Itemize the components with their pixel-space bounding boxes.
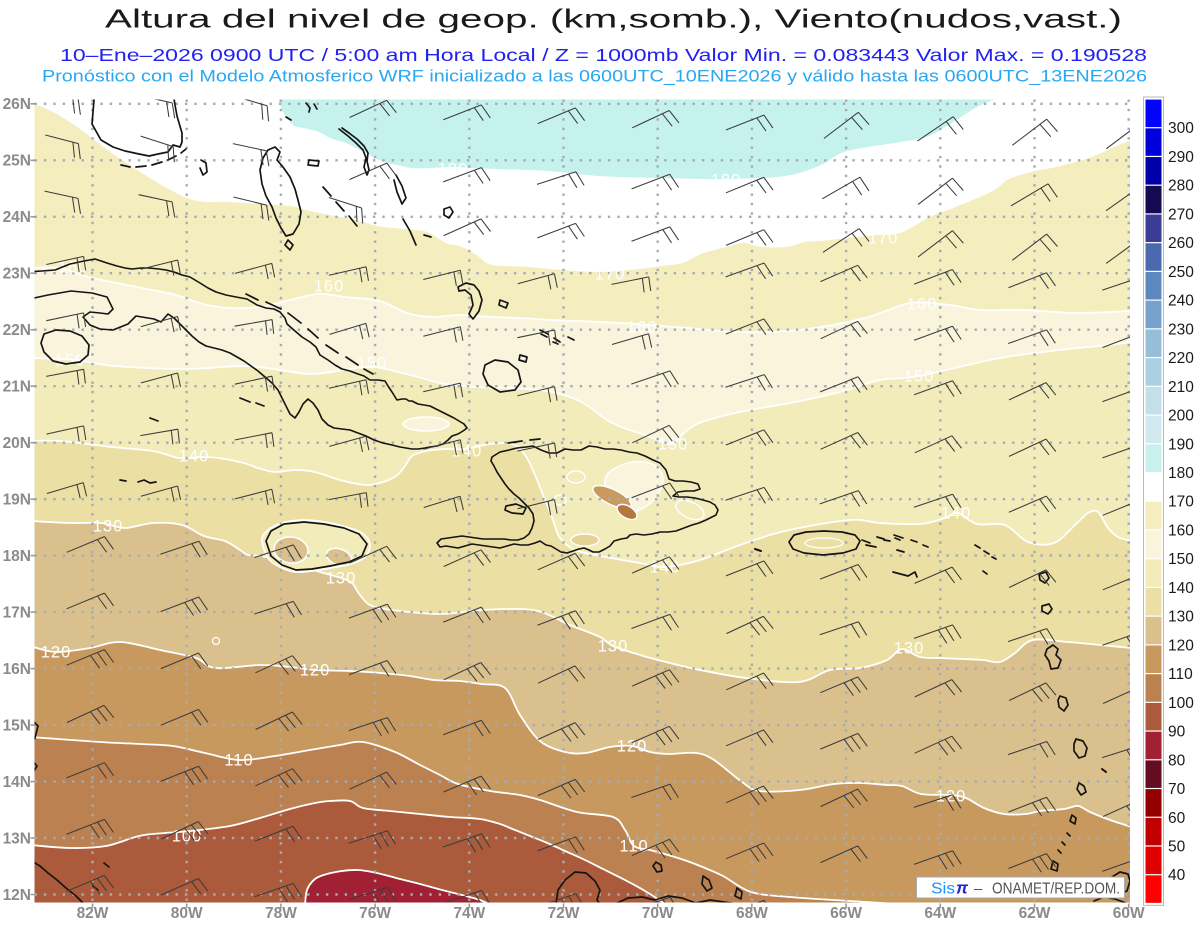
svg-text:120: 120: [41, 644, 72, 662]
svg-text:π: π: [956, 879, 969, 898]
svg-text:160: 160: [907, 296, 938, 314]
svg-text:60: 60: [1168, 810, 1186, 827]
svg-text:250: 250: [1168, 264, 1194, 281]
svg-text:140: 140: [1168, 580, 1194, 597]
svg-text:78W: 78W: [265, 905, 297, 922]
svg-text:110: 110: [224, 752, 253, 770]
svg-text:180: 180: [902, 147, 933, 165]
svg-text:20N: 20N: [3, 435, 31, 452]
svg-text:230: 230: [1168, 321, 1194, 338]
svg-text:70W: 70W: [642, 905, 674, 922]
svg-text:70: 70: [1168, 781, 1186, 798]
svg-text:120: 120: [1168, 637, 1194, 654]
svg-text:180: 180: [1168, 465, 1194, 482]
svg-text:140: 140: [179, 448, 210, 466]
svg-text:10–Ene–2026 0900 UTC / 5:00 a: 10–Ene–2026 0900 UTC / 5:00 am Hora Loca…: [60, 45, 1147, 65]
svg-text:26N: 26N: [3, 96, 31, 113]
svg-text:90: 90: [1168, 724, 1186, 741]
svg-text:140: 140: [650, 559, 681, 577]
svg-text:18N: 18N: [3, 548, 31, 565]
svg-text:160: 160: [314, 278, 345, 296]
svg-text:12N: 12N: [3, 887, 31, 904]
svg-text:–: –: [974, 881, 983, 898]
svg-text:160: 160: [58, 259, 89, 277]
svg-text:110: 110: [619, 838, 648, 856]
svg-text:14N: 14N: [3, 774, 31, 791]
svg-text:50: 50: [1168, 839, 1186, 856]
svg-text:100: 100: [1168, 695, 1194, 712]
svg-text:76W: 76W: [359, 905, 391, 922]
svg-text:190: 190: [1168, 436, 1194, 453]
svg-text:15N: 15N: [3, 717, 31, 734]
svg-text:120: 120: [617, 738, 648, 756]
svg-text:40: 40: [1168, 867, 1186, 884]
svg-text:22N: 22N: [3, 322, 31, 339]
svg-text:62W: 62W: [1019, 905, 1051, 922]
svg-text:100: 100: [172, 828, 203, 846]
svg-text:64W: 64W: [924, 905, 956, 922]
svg-text:150: 150: [904, 368, 935, 386]
svg-text:68W: 68W: [736, 905, 768, 922]
svg-text:82W: 82W: [77, 905, 109, 922]
svg-text:130: 130: [93, 518, 124, 536]
svg-text:150: 150: [1168, 551, 1194, 568]
svg-text:ONAMET/REP.DOM.: ONAMET/REP.DOM.: [992, 881, 1120, 898]
svg-text:260: 260: [1168, 235, 1194, 252]
svg-text:280: 280: [1168, 178, 1194, 195]
svg-text:170: 170: [868, 230, 899, 248]
svg-text:130: 130: [894, 640, 925, 658]
svg-text:25N: 25N: [3, 153, 31, 170]
svg-text:290: 290: [1168, 149, 1194, 166]
svg-text:21N: 21N: [3, 379, 31, 396]
svg-text:200: 200: [1168, 408, 1194, 425]
svg-text:19N: 19N: [3, 492, 31, 509]
svg-text:74W: 74W: [453, 905, 485, 922]
svg-text:24N: 24N: [3, 209, 31, 226]
svg-text:60W: 60W: [1113, 905, 1145, 922]
svg-text:150: 150: [55, 352, 86, 370]
svg-text:170: 170: [595, 266, 626, 284]
svg-text:240: 240: [1168, 293, 1194, 310]
svg-text:170: 170: [1168, 494, 1194, 511]
svg-text:Sis: Sis: [931, 881, 955, 898]
svg-text:180: 180: [711, 172, 742, 190]
svg-text:300: 300: [1168, 120, 1194, 137]
svg-text:120: 120: [936, 788, 967, 806]
svg-text:130: 130: [1168, 609, 1194, 626]
svg-text:160: 160: [627, 319, 658, 337]
svg-text:180: 180: [438, 161, 469, 179]
svg-text:17N: 17N: [3, 604, 31, 621]
svg-text:80W: 80W: [171, 905, 203, 922]
svg-text:220: 220: [1168, 350, 1194, 367]
svg-text:140: 140: [941, 505, 972, 523]
svg-text:110: 110: [1168, 666, 1193, 683]
svg-text:140: 140: [452, 443, 483, 461]
svg-text:130: 130: [598, 638, 629, 656]
svg-text:23N: 23N: [3, 266, 31, 283]
svg-text:13N: 13N: [3, 830, 31, 847]
svg-text:130: 130: [326, 570, 357, 588]
svg-text:16N: 16N: [3, 661, 31, 678]
svg-text:Altura del nivel de geop. (km,: Altura del nivel de geop. (km,somb.), Vi…: [105, 4, 1122, 34]
svg-text:Pronóstico con el Modelo Atmos: Pronóstico con el Modelo Atmosferico WRF…: [42, 68, 1147, 86]
svg-text:80: 80: [1168, 752, 1186, 769]
svg-text:72W: 72W: [548, 905, 580, 922]
svg-text:150: 150: [357, 355, 388, 373]
svg-text:150: 150: [658, 436, 689, 454]
svg-text:160: 160: [1168, 523, 1194, 540]
svg-text:210: 210: [1168, 379, 1194, 396]
svg-text:120: 120: [300, 662, 331, 680]
svg-text:66W: 66W: [830, 905, 862, 922]
svg-text:270: 270: [1168, 206, 1194, 223]
